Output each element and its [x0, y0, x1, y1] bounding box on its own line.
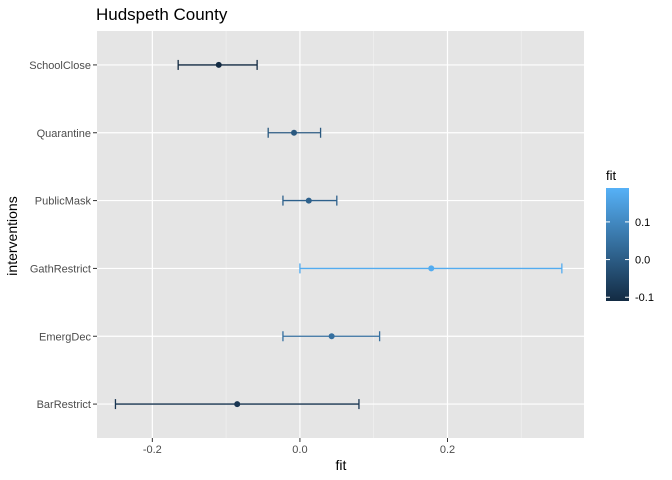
- y-tick-label: SchoolClose: [29, 60, 91, 72]
- x-axis-title: fit: [336, 457, 347, 473]
- point-GathRestrict: [428, 265, 435, 272]
- legend-title: fit: [606, 168, 617, 183]
- chart-marks: [114, 59, 563, 410]
- plot-panel: [97, 31, 584, 438]
- y-axis: SchoolClose Quarantine PublicMask GathRestr…: [29, 60, 97, 411]
- y-tick-label: PublicMask: [35, 196, 92, 208]
- point-BarRestrict: [234, 401, 241, 408]
- y-tick-label: EmergDec: [39, 331, 91, 343]
- point-SchoolClose: [215, 61, 222, 68]
- y-axis-title: interventions: [4, 196, 20, 275]
- legend-tick-label: 0.1: [635, 217, 650, 229]
- y-tick-label: Quarantine: [37, 128, 91, 140]
- x-tick-label: -0.2: [143, 444, 162, 456]
- point-Quarantine: [291, 129, 298, 136]
- x-tick-label: 0.2: [440, 444, 455, 456]
- chart-title: Hudspeth County: [96, 5, 228, 24]
- x-axis: -0.2 0.0 0.2: [143, 438, 455, 456]
- legend-tick-label: -0.1: [635, 292, 654, 304]
- point-PublicMask: [305, 197, 312, 204]
- y-tick-label: GathRestrict: [30, 263, 91, 275]
- legend-colorbar: [606, 188, 629, 301]
- legend: fit 0.1 0.0 -0.1: [606, 168, 654, 304]
- x-tick-label: 0.0: [292, 444, 307, 456]
- y-tick-label: BarRestrict: [37, 399, 91, 411]
- point-EmergDec: [328, 333, 335, 340]
- legend-tick-label: 0.0: [635, 255, 650, 267]
